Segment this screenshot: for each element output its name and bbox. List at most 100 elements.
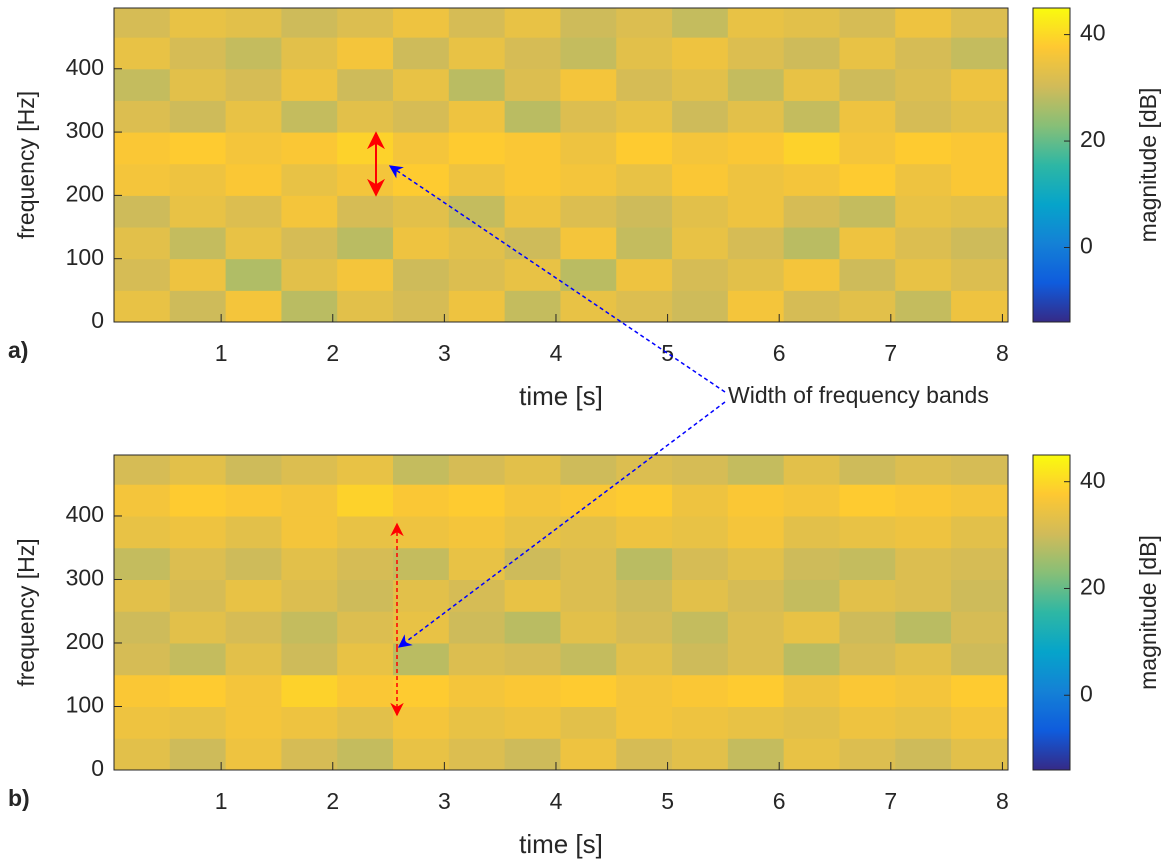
cell bbox=[560, 579, 617, 612]
cell bbox=[727, 227, 785, 260]
y-tick-label: 100 bbox=[66, 692, 104, 718]
cell bbox=[281, 37, 338, 70]
cell bbox=[448, 642, 506, 676]
cell bbox=[616, 68, 673, 101]
cell bbox=[337, 163, 394, 196]
cell bbox=[225, 515, 282, 549]
cell bbox=[504, 579, 561, 612]
cell bbox=[951, 68, 1008, 101]
cell bbox=[169, 611, 227, 644]
cell bbox=[393, 738, 450, 770]
cell bbox=[393, 100, 450, 133]
cell bbox=[616, 455, 673, 485]
y-axis-label: frequency [Hz] bbox=[13, 538, 39, 686]
cell bbox=[393, 642, 450, 676]
cell bbox=[951, 163, 1008, 196]
cell bbox=[169, 100, 227, 133]
x-tick-label: 2 bbox=[326, 340, 339, 366]
cell bbox=[337, 290, 394, 322]
cell bbox=[337, 37, 394, 70]
cell bbox=[114, 8, 171, 38]
colorbar-tick-label: 0 bbox=[1080, 233, 1093, 259]
cell bbox=[337, 8, 394, 38]
cell bbox=[337, 132, 394, 165]
cell bbox=[951, 484, 1008, 517]
cell bbox=[672, 484, 729, 517]
cell bbox=[783, 547, 840, 580]
cell bbox=[727, 163, 785, 196]
cell bbox=[337, 674, 394, 707]
cell bbox=[225, 163, 282, 196]
cell bbox=[504, 738, 561, 770]
cell bbox=[281, 163, 338, 196]
cell bbox=[225, 547, 282, 580]
cell bbox=[448, 37, 506, 70]
cell bbox=[783, 706, 840, 739]
cell bbox=[727, 611, 785, 644]
cell bbox=[337, 455, 394, 485]
annotation-arrows bbox=[367, 131, 726, 717]
cell bbox=[672, 455, 729, 485]
cell bbox=[114, 195, 171, 228]
cell bbox=[504, 100, 561, 133]
cell bbox=[393, 290, 450, 322]
cell bbox=[895, 547, 952, 580]
cell bbox=[839, 195, 896, 228]
cell bbox=[114, 674, 171, 707]
cell bbox=[225, 195, 282, 228]
cell bbox=[783, 100, 840, 133]
cell bbox=[393, 706, 450, 739]
cell bbox=[225, 706, 282, 739]
x-tick-label: 7 bbox=[884, 340, 897, 366]
cell bbox=[504, 8, 561, 38]
cell bbox=[895, 611, 952, 644]
cell bbox=[560, 738, 617, 770]
cell bbox=[560, 706, 617, 739]
x-tick-label: 6 bbox=[773, 340, 786, 366]
cell bbox=[672, 738, 729, 770]
axes-box bbox=[113, 7, 1009, 323]
cell bbox=[504, 258, 561, 291]
cell bbox=[672, 37, 729, 70]
cell bbox=[393, 455, 450, 485]
cell bbox=[727, 515, 785, 549]
cell bbox=[448, 8, 506, 38]
cell bbox=[337, 706, 394, 739]
cell bbox=[672, 642, 729, 676]
cell bbox=[560, 100, 617, 133]
cell bbox=[504, 674, 561, 707]
cell bbox=[951, 738, 1008, 770]
cell bbox=[951, 642, 1008, 676]
cell bbox=[504, 132, 561, 165]
y-tick-label: 0 bbox=[91, 755, 104, 781]
cell bbox=[895, 8, 952, 38]
x-tick-label: 7 bbox=[884, 788, 897, 814]
cell bbox=[281, 515, 338, 549]
cell bbox=[895, 163, 952, 196]
cell bbox=[337, 195, 394, 228]
cell bbox=[560, 132, 617, 165]
cell bbox=[672, 100, 729, 133]
cell bbox=[783, 515, 840, 549]
cell bbox=[393, 547, 450, 580]
cell bbox=[560, 258, 617, 291]
cell bbox=[114, 455, 171, 485]
cell bbox=[783, 132, 840, 165]
colorbar-tick-label: 40 bbox=[1080, 20, 1106, 46]
cell bbox=[783, 611, 840, 644]
x-tick-label: 1 bbox=[215, 340, 228, 366]
cell bbox=[504, 290, 561, 322]
cell bbox=[616, 8, 673, 38]
cell bbox=[560, 227, 617, 260]
x-tick-label: 5 bbox=[661, 340, 674, 366]
cell bbox=[504, 515, 561, 549]
cell bbox=[169, 547, 227, 580]
cell bbox=[504, 227, 561, 260]
cell bbox=[169, 132, 227, 165]
cell bbox=[169, 579, 227, 612]
cell bbox=[783, 484, 840, 517]
cell bbox=[169, 484, 227, 517]
cell bbox=[448, 163, 506, 196]
blue-dashed-arrow bbox=[388, 165, 726, 393]
y-axis-label: frequency [Hz] bbox=[13, 91, 39, 239]
